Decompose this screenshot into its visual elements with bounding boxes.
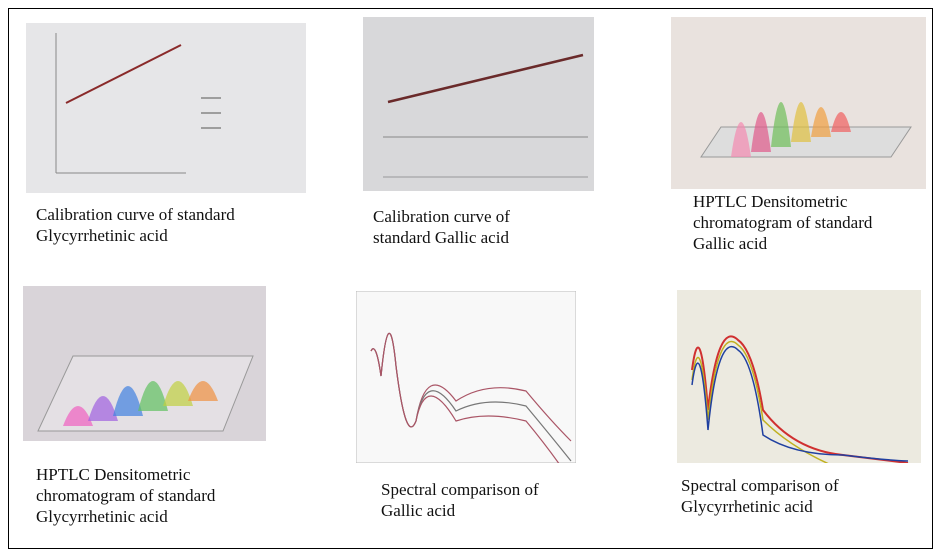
caption-line: Glycyrrhetinic acid	[681, 496, 839, 517]
caption-line: Gallic acid	[693, 233, 872, 254]
caption-line: Glycyrrhetinic acid	[36, 506, 215, 527]
calibration-image	[363, 17, 594, 191]
caption-line: chromatogram of standard	[693, 212, 872, 233]
caption-line: Glycyrrhetinic acid	[36, 225, 235, 246]
chromatogram-image	[23, 286, 266, 441]
spectrum-image	[356, 291, 576, 463]
caption-line: Spectral comparison of	[381, 479, 539, 500]
caption-line: standard Gallic acid	[373, 227, 510, 248]
caption-line: Spectral comparison of	[681, 475, 839, 496]
caption-line: Gallic acid	[381, 500, 539, 521]
caption-line: HPTLC Densitometric	[693, 191, 872, 212]
calibration-image	[26, 23, 306, 193]
caption-line: Calibration curve of	[373, 206, 510, 227]
caption-line: HPTLC Densitometric	[36, 464, 215, 485]
chromatogram-image	[671, 17, 926, 189]
caption-line: Calibration curve of standard	[36, 204, 235, 225]
spectrum-image	[677, 290, 921, 463]
caption-line: chromatogram of standard	[36, 485, 215, 506]
